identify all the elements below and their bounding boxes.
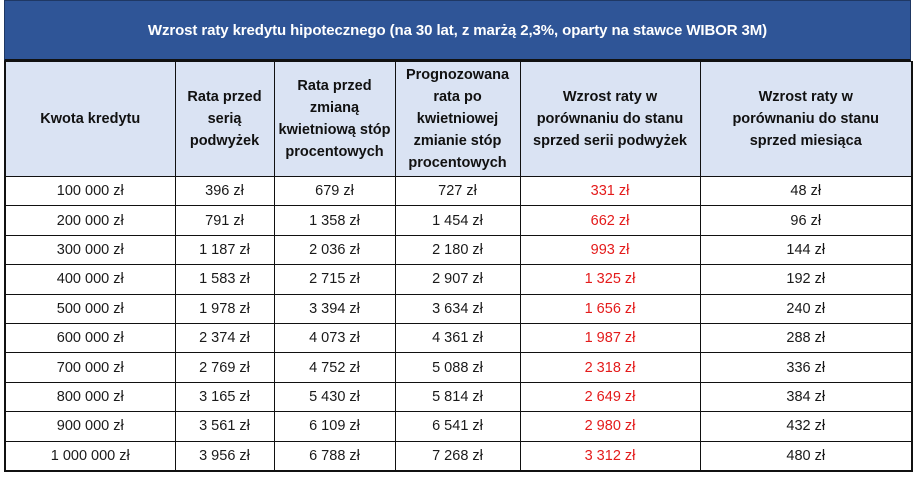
loan-amount-cell: 100 000 zł	[4, 175, 176, 207]
table-row: 400 000 zł 1 583 zł 2 715 zł 2 907 zł 1 325 …	[4, 264, 913, 295]
increase-vs-before-hikes-cell: 1 656 zł	[519, 293, 701, 324]
loan-amount-cell: 700 000 zł	[4, 352, 176, 383]
rate-before-hikes-cell: 3 561 zł	[174, 411, 275, 442]
increase-vs-before-hikes-cell: 2 649 zł	[519, 381, 701, 413]
rate-before-april-cell: 4 073 zł	[273, 322, 396, 354]
forecast-rate-cell: 1 454 zł	[394, 205, 521, 236]
increase-vs-last-month-cell: 432 zł	[699, 411, 913, 442]
forecast-rate-cell: 5 088 zł	[394, 352, 521, 383]
loan-amount-cell: 900 000 zł	[4, 411, 176, 442]
rate-before-hikes-cell: 1 187 zł	[174, 234, 275, 266]
increase-vs-before-hikes-cell: 331 zł	[519, 175, 701, 207]
rate-before-april-cell: 6 109 zł	[273, 411, 396, 442]
forecast-rate-cell: 7 268 zł	[394, 440, 521, 472]
loan-amount-cell: 400 000 zł	[4, 264, 176, 295]
rate-before-hikes-cell: 2 769 zł	[174, 352, 275, 383]
forecast-rate-cell: 3 634 zł	[394, 293, 521, 324]
column-header-increase-vs-before-hikes: Wzrost raty w porównaniu do stanu sprzed…	[519, 61, 701, 177]
increase-vs-before-hikes-cell: 3 312 zł	[519, 440, 701, 472]
increase-vs-before-hikes-cell: 2 318 zł	[519, 352, 701, 383]
column-header-increase-vs-last-month: Wzrost raty w porównaniu do stanu sprzed…	[699, 61, 913, 177]
loan-amount-cell: 500 000 zł	[4, 293, 176, 324]
rate-before-hikes-cell: 3 165 zł	[174, 381, 275, 413]
table-row: 500 000 zł 1 978 zł 3 394 zł 3 634 zł 1 656 …	[4, 293, 913, 324]
loan-amount-cell: 800 000 zł	[4, 381, 176, 413]
table-row: 1 000 000 zł 3 956 zł 6 788 zł 7 268 zł 3 31…	[4, 440, 913, 472]
column-header-forecast-rate: Prognozowana rata po kwietniowej zmianie…	[394, 61, 521, 177]
rate-before-april-cell: 6 788 zł	[273, 440, 396, 472]
rate-before-hikes-cell: 3 956 zł	[174, 440, 275, 472]
forecast-rate-cell: 4 361 zł	[394, 322, 521, 354]
increase-vs-last-month-cell: 144 zł	[699, 234, 913, 266]
increase-vs-before-hikes-cell: 2 980 zł	[519, 411, 701, 442]
increase-vs-before-hikes-cell: 993 zł	[519, 234, 701, 266]
column-header-loan-amount: Kwota kredytu	[4, 61, 176, 177]
increase-vs-before-hikes-cell: 662 zł	[519, 205, 701, 236]
rate-before-april-cell: 3 394 zł	[273, 293, 396, 324]
forecast-rate-cell: 5 814 zł	[394, 381, 521, 413]
rate-before-april-cell: 1 358 zł	[273, 205, 396, 236]
loan-amount-cell: 1 000 000 zł	[4, 440, 176, 472]
rate-before-april-cell: 2 715 zł	[273, 264, 396, 295]
mortgage-rate-table: Kwota kredytu Rata przed serią podwyżek …	[4, 61, 913, 472]
increase-vs-last-month-cell: 192 zł	[699, 264, 913, 295]
rate-before-hikes-cell: 1 583 zł	[174, 264, 275, 295]
loan-amount-cell: 600 000 zł	[4, 322, 176, 354]
header-row: Kwota kredytu Rata przed serią podwyżek …	[4, 61, 913, 177]
loan-amount-cell: 300 000 zł	[4, 234, 176, 266]
rate-before-hikes-cell: 2 374 zł	[174, 322, 275, 354]
increase-vs-last-month-cell: 480 zł	[699, 440, 913, 472]
forecast-rate-cell: 727 zł	[394, 175, 521, 207]
increase-vs-last-month-cell: 384 zł	[699, 381, 913, 413]
table-row: 600 000 zł 2 374 zł 4 073 zł 4 361 zł 1 987 …	[4, 322, 913, 354]
rate-before-hikes-cell: 396 zł	[174, 175, 275, 207]
table-row: 700 000 zł 2 769 zł 4 752 zł 5 088 zł 2 318 …	[4, 352, 913, 383]
increase-vs-last-month-cell: 288 zł	[699, 322, 913, 354]
table-row: 200 000 zł 791 zł 1 358 zł 1 454 zł 662 zł 96…	[4, 205, 913, 236]
increase-vs-last-month-cell: 240 zł	[699, 293, 913, 324]
loan-amount-cell: 200 000 zł	[4, 205, 176, 236]
rate-before-april-cell: 4 752 zł	[273, 352, 396, 383]
table-row: 300 000 zł 1 187 zł 2 036 zł 2 180 zł 993 zł…	[4, 234, 913, 266]
forecast-rate-cell: 2 180 zł	[394, 234, 521, 266]
table-row: 800 000 zł 3 165 zł 5 430 zł 5 814 zł 2 649 …	[4, 381, 913, 413]
increase-vs-before-hikes-cell: 1 325 zł	[519, 264, 701, 295]
increase-vs-before-hikes-cell: 1 987 zł	[519, 322, 701, 354]
table-row: 100 000 zł 396 zł 679 zł 727 zł 331 zł 48 zł	[4, 175, 913, 207]
mortgage-rate-table-container: Wzrost raty kredytu hipotecznego (na 30 …	[4, 0, 913, 472]
forecast-rate-cell: 6 541 zł	[394, 411, 521, 442]
column-header-rate-before-hikes: Rata przed serią podwyżek	[174, 61, 275, 177]
increase-vs-last-month-cell: 336 zł	[699, 352, 913, 383]
column-header-rate-before-april: Rata przed zmianą kwietniową stóp procen…	[273, 61, 396, 177]
table-title: Wzrost raty kredytu hipotecznego (na 30 …	[4, 0, 911, 61]
rate-before-hikes-cell: 1 978 zł	[174, 293, 275, 324]
increase-vs-last-month-cell: 48 zł	[699, 175, 913, 207]
rate-before-april-cell: 679 zł	[273, 175, 396, 207]
forecast-rate-cell: 2 907 zł	[394, 264, 521, 295]
rate-before-april-cell: 5 430 zł	[273, 381, 396, 413]
rate-before-hikes-cell: 791 zł	[174, 205, 275, 236]
increase-vs-last-month-cell: 96 zł	[699, 205, 913, 236]
table-row: 900 000 zł 3 561 zł 6 109 zł 6 541 zł 2 980 …	[4, 411, 913, 442]
rate-before-april-cell: 2 036 zł	[273, 234, 396, 266]
